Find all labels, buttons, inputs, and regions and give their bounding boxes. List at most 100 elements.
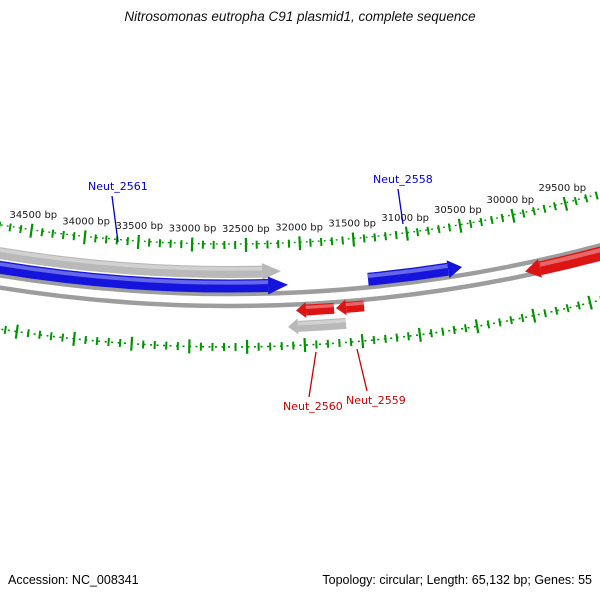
- ruler-tick: [447, 223, 452, 232]
- gene-arrow-neut-2560[interactable]: [305, 302, 335, 316]
- ruler-tick: [360, 334, 365, 349]
- ruler-tick: [14, 324, 19, 339]
- ruler-tick: [452, 325, 456, 335]
- ruler-tick: [319, 237, 323, 247]
- ruler-tick: [351, 232, 356, 247]
- ruler-tick: [373, 233, 377, 242]
- ruler-label: 33500 bp: [115, 221, 163, 232]
- gene-arrow-neut-2559[interactable]: [345, 300, 365, 313]
- ruler-tick: [553, 202, 557, 211]
- gene-arrow-right[interactable]: [538, 246, 600, 276]
- ruler-tick: [587, 295, 593, 310]
- ruler-tick: [395, 333, 399, 342]
- ruler-label: 32500 bp: [222, 224, 270, 235]
- gene-label-neut-2560[interactable]: Neut_2560: [283, 400, 343, 413]
- ruler-tick: [38, 330, 42, 339]
- gene-arrow-neut-2559-highlight: [345, 301, 365, 307]
- ruler-tick: [554, 306, 559, 315]
- gene-track-neut-2561[interactable]: [0, 247, 263, 278]
- ruler-tick: [407, 332, 410, 341]
- sequence-title: Nitrosomonas eutropha C91 plasmid1, comp…: [124, 9, 476, 24]
- ruler-label: 34000 bp: [62, 216, 110, 227]
- ruler-tick: [594, 191, 599, 200]
- ruler-tick: [429, 329, 433, 338]
- ruler-tick: [532, 207, 536, 216]
- ruler-label: 33000 bp: [169, 224, 217, 235]
- ruler-tick: [72, 331, 76, 346]
- ruler-tick: [326, 339, 330, 348]
- ruler-tick: [417, 327, 422, 342]
- gene-arrow-neut-2558-head[interactable]: [446, 260, 462, 279]
- ruler-tick: [107, 337, 110, 347]
- ruler-tick: [309, 238, 312, 247]
- ruler-tick: [136, 234, 140, 250]
- ruler-tick: [40, 228, 44, 237]
- ruler-tick: [510, 208, 516, 223]
- ruler-tick: [416, 228, 420, 237]
- gene-arrow-neut-2560-head[interactable]: [296, 302, 307, 318]
- ruler-tick: [83, 230, 87, 245]
- ruler-label: 34500 bp: [9, 210, 57, 221]
- ruler-label: 30000 bp: [486, 195, 534, 206]
- ruler-tick: [498, 318, 502, 327]
- ruler-tick: [490, 215, 494, 225]
- ruler-tick: [562, 196, 569, 211]
- gene-label-neut-2559[interactable]: Neut_2559: [346, 394, 406, 407]
- ruler-tick: [141, 340, 145, 349]
- gene-label-neut-2558[interactable]: Neut_2558: [373, 173, 433, 186]
- ruler-tick: [72, 232, 76, 241]
- sequence-summary-text: Topology: circular; Length: 65,132 bp; G…: [322, 573, 592, 587]
- ruler-tick: [573, 197, 578, 206]
- ruler-tick: [19, 224, 23, 234]
- ruler-tick: [520, 313, 525, 323]
- label-leader-neut-2558: [397, 188, 404, 225]
- ruler-tick: [441, 327, 445, 336]
- ruler-tick: [94, 234, 97, 243]
- ruler-tick: [426, 226, 430, 235]
- ruler-tick: [479, 217, 483, 227]
- ruler-tick: [509, 316, 513, 325]
- ruler-tick: [126, 237, 129, 246]
- ruler-tick: [330, 237, 334, 246]
- ruler-tick: [543, 309, 547, 318]
- label-leader-neut-2559: [356, 348, 368, 392]
- gene-track-neut-2560-head[interactable]: [288, 318, 299, 335]
- ruler-tick: [404, 226, 409, 241]
- ruler-tick: [338, 338, 341, 348]
- gene-arrow-neut-2561-head[interactable]: [267, 276, 288, 295]
- gene-arrow-neut-2561[interactable]: [0, 260, 269, 293]
- ruler-tick: [362, 234, 366, 243]
- gene-label-neut-2561[interactable]: Neut_2561: [88, 180, 148, 193]
- ruler-tick: [84, 335, 87, 345]
- ruler-dotted-line-bottom: [0, 299, 600, 348]
- ruler-tick: [500, 213, 505, 223]
- ruler-tick: [542, 204, 547, 213]
- ruler-tick: [584, 194, 589, 203]
- gene-track-neut-2560-highlight: [297, 319, 347, 326]
- ruler-tick: [95, 337, 99, 346]
- ruler-tick: [469, 219, 473, 229]
- gene-track-neut-2560[interactable]: [297, 317, 347, 332]
- gene-arrow-neut-2558[interactable]: [367, 262, 449, 286]
- ruler-tick: [531, 308, 537, 323]
- ruler-tick: [521, 209, 526, 218]
- ruler-tick: [486, 320, 491, 329]
- gene-track-neut-2561-head[interactable]: [261, 263, 281, 281]
- ruler-tick: [61, 333, 65, 342]
- gene-arrow-neut-2561-highlight: [0, 262, 269, 285]
- ruler-tick: [384, 232, 387, 241]
- accession-text: Accession: NC_008341: [8, 573, 139, 587]
- ruler-tick: [3, 325, 7, 335]
- gene-arrow-right-head[interactable]: [525, 259, 542, 278]
- ruler-tick: [147, 238, 151, 247]
- gene-arrow-neut-2560-highlight: [305, 303, 335, 309]
- gene-track-neut-2561-highlight: [0, 248, 263, 271]
- ruler-tick: [565, 304, 570, 313]
- ruler-tick: [474, 319, 480, 334]
- backbone-outer-arc: [0, 243, 600, 297]
- gene-arrow-neut-2559-head[interactable]: [336, 299, 347, 316]
- ruler-label: 29500 bp: [538, 183, 586, 194]
- ruler-tick: [130, 336, 134, 351]
- ruler-tick: [26, 329, 30, 338]
